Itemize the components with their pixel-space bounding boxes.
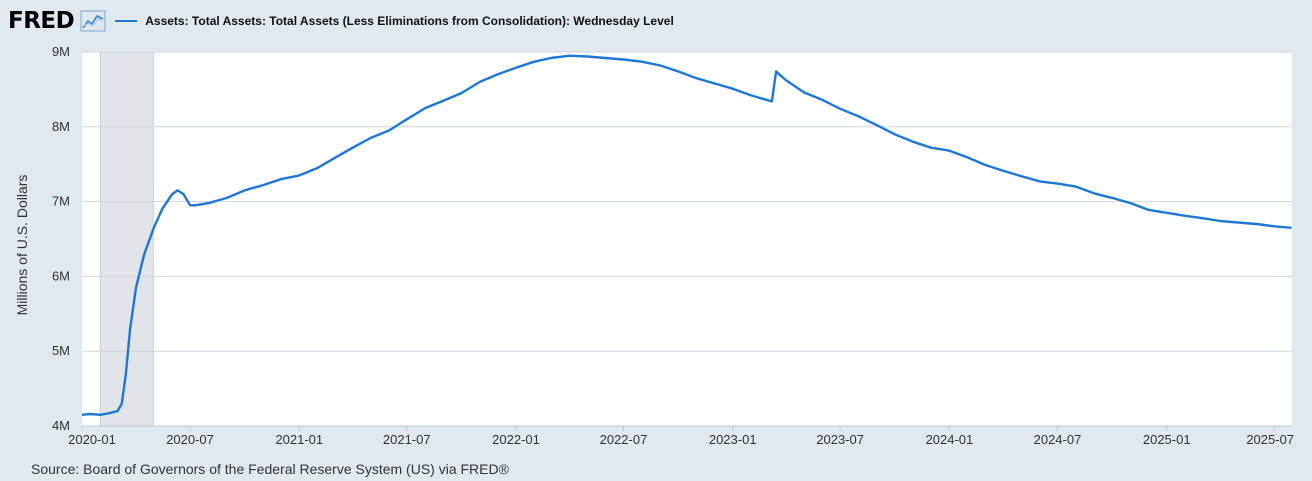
y-tick-label: 4M bbox=[52, 418, 70, 433]
chart-header: FRED Assets: Total Assets: Total Assets … bbox=[8, 6, 674, 36]
fred-logo[interactable]: FRED bbox=[8, 8, 75, 34]
y-tick-label: 7M bbox=[52, 194, 70, 209]
y-axis-label: Millions of U.S. Dollars bbox=[14, 175, 30, 316]
source-note: Source: Board of Governors of the Federa… bbox=[31, 461, 509, 477]
legend-label: Assets: Total Assets: Total Assets (Less… bbox=[145, 14, 674, 28]
x-tick-label: 2021-07 bbox=[383, 432, 431, 447]
legend-swatch bbox=[115, 20, 138, 22]
plot-area bbox=[82, 52, 1292, 426]
x-tick-label: 2022-01 bbox=[492, 432, 540, 447]
x-tick-label: 2024-01 bbox=[926, 432, 974, 447]
x-tick-label: 2020-01 bbox=[68, 432, 116, 447]
x-tick-label: 2020-07 bbox=[166, 432, 214, 447]
y-tick-label: 8M bbox=[52, 119, 70, 134]
x-tick-label: 2024-07 bbox=[1034, 432, 1082, 447]
x-tick-label: 2021-01 bbox=[275, 432, 323, 447]
y-tick-label: 5M bbox=[52, 343, 70, 358]
line-chart-icon bbox=[80, 10, 106, 32]
y-tick-label: 9M bbox=[52, 44, 70, 59]
series-line bbox=[81, 54, 1292, 416]
x-tick-label: 2025-07 bbox=[1246, 432, 1294, 447]
x-tick-label: 2023-07 bbox=[816, 432, 864, 447]
x-tick-label: 2023-01 bbox=[709, 432, 757, 447]
y-tick-label: 6M bbox=[52, 268, 70, 283]
x-tick-label: 2022-07 bbox=[600, 432, 648, 447]
x-tick-label: 2025-01 bbox=[1143, 432, 1191, 447]
